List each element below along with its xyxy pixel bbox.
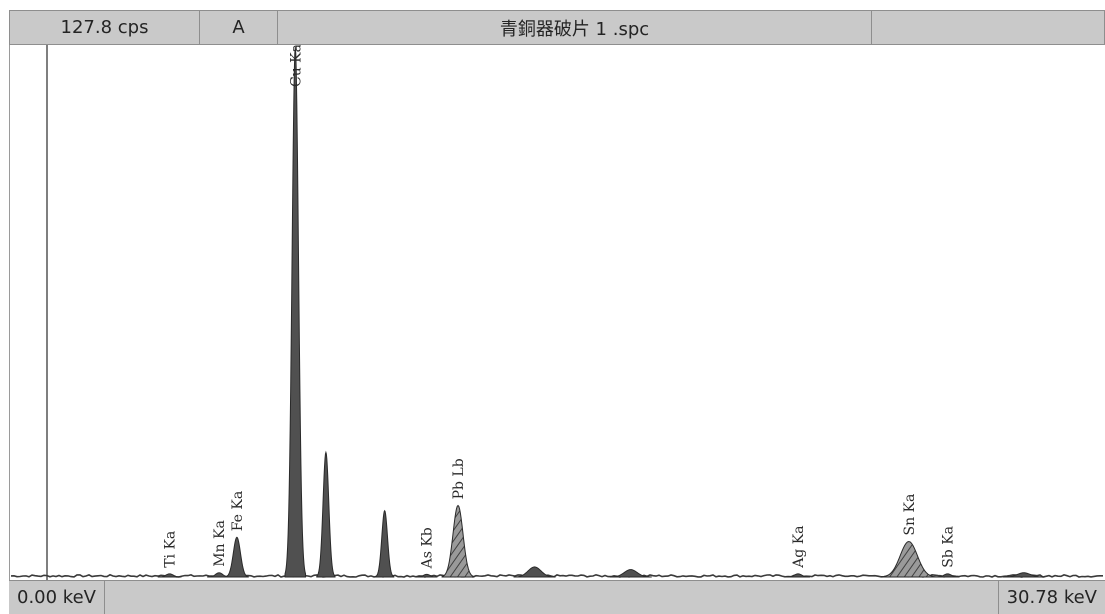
peak-ti-ka: [157, 573, 182, 578]
peak-label-sb-ka: Sb Ka: [941, 526, 957, 568]
energy-range-bar: 0.00 keV 30.78 keV: [9, 580, 1105, 614]
peak-pb-lb: [441, 504, 475, 578]
spectrum-filename: 青銅器破片 1 .spc: [277, 11, 871, 44]
peak-label-as-kb: As Kb: [420, 527, 436, 569]
peak-label-fe-ka: Fe Ka: [230, 491, 246, 532]
energy-max-label: 30.78 keV: [997, 581, 1105, 614]
peak-unlabeled-9: [609, 569, 652, 578]
peak-label-sn-ka: Sn Ka: [902, 494, 918, 536]
peak-ag-ka: [786, 573, 810, 578]
peak-label-cu-ka: Cu Ka: [288, 45, 304, 87]
peak-unlabeled-8: [513, 566, 556, 578]
channel-button[interactable]: A: [199, 11, 277, 44]
peak-unlabeled-4: [316, 450, 336, 578]
peak-cu-ka: [284, 46, 307, 578]
peak-as-kb: [415, 573, 438, 578]
energy-min-label: 0.00 keV: [9, 581, 105, 614]
peak-label-mn-ka: Mn Ka: [212, 520, 228, 567]
spectrum-plot: Ti Ka Mn Ka Fe Ka Cu Ka As Kb Pb Lb Ag Ka Sn Ka…: [9, 45, 1105, 580]
peak-label-ti-ka: Ti Ka: [163, 531, 179, 568]
status-bar: 127.8 cps A 青銅器破片 1 .spc: [9, 10, 1105, 45]
peak-sb-ka: [935, 573, 960, 578]
peak-label-pb-lb: Pb Lb: [451, 458, 467, 499]
peak-fe-ka: [224, 536, 249, 578]
count-rate-readout: 127.8 cps: [9, 11, 199, 44]
peak-sn-ka: [880, 540, 937, 578]
status-extra-cell: [871, 11, 1105, 44]
peak-unlabeled-13: [1002, 572, 1045, 578]
peak-unlabeled-5: [375, 509, 395, 578]
peak-label-ag-ka: Ag Ka: [791, 525, 807, 568]
